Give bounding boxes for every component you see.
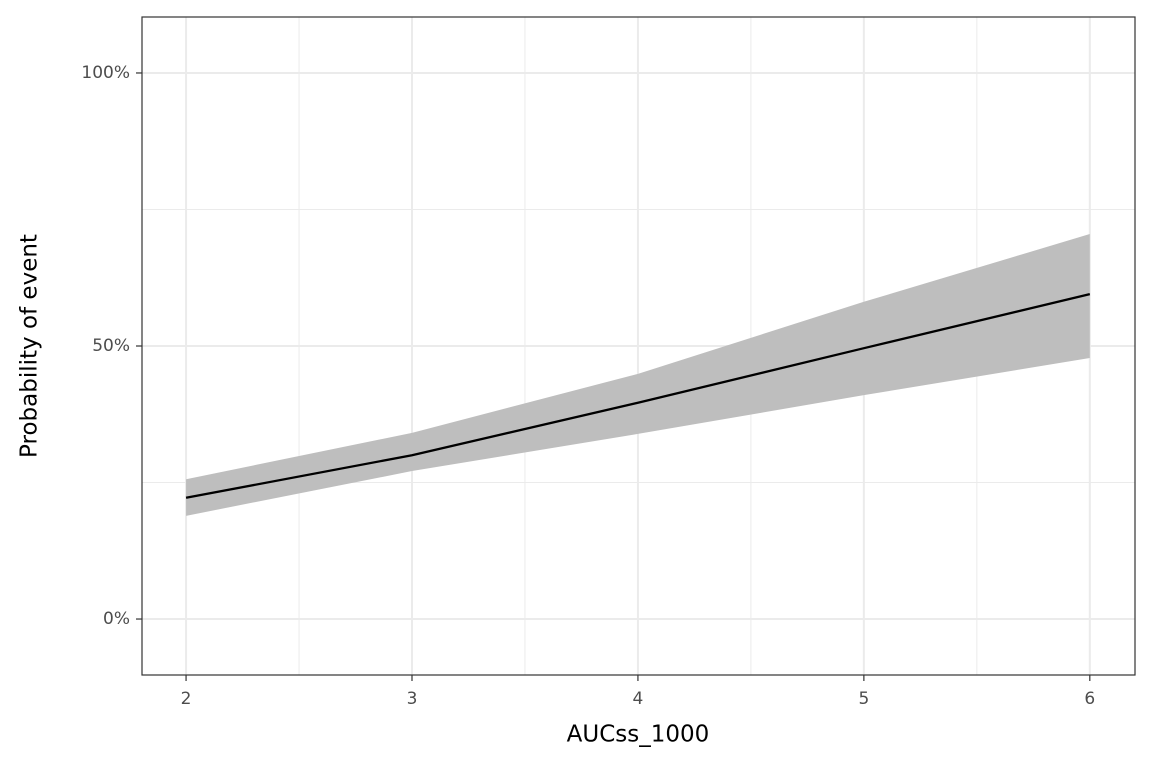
- confidence-band: [186, 234, 1090, 516]
- x-tick-label: 4: [633, 689, 644, 709]
- x-axis-title: AUCss_1000: [567, 722, 710, 748]
- x-tick-label: 2: [181, 689, 192, 709]
- y-tick-label: 0%: [103, 609, 130, 629]
- marks: [185, 234, 1091, 516]
- y-tick-label: 100%: [81, 63, 130, 83]
- x-tick-label: 6: [1084, 689, 1095, 709]
- x-tick-label: 5: [858, 689, 869, 709]
- y-axis-title: Probability of event: [17, 234, 43, 458]
- y-tick-label: 50%: [92, 336, 130, 356]
- x-tick-label: 3: [407, 689, 418, 709]
- line: [185, 293, 1091, 499]
